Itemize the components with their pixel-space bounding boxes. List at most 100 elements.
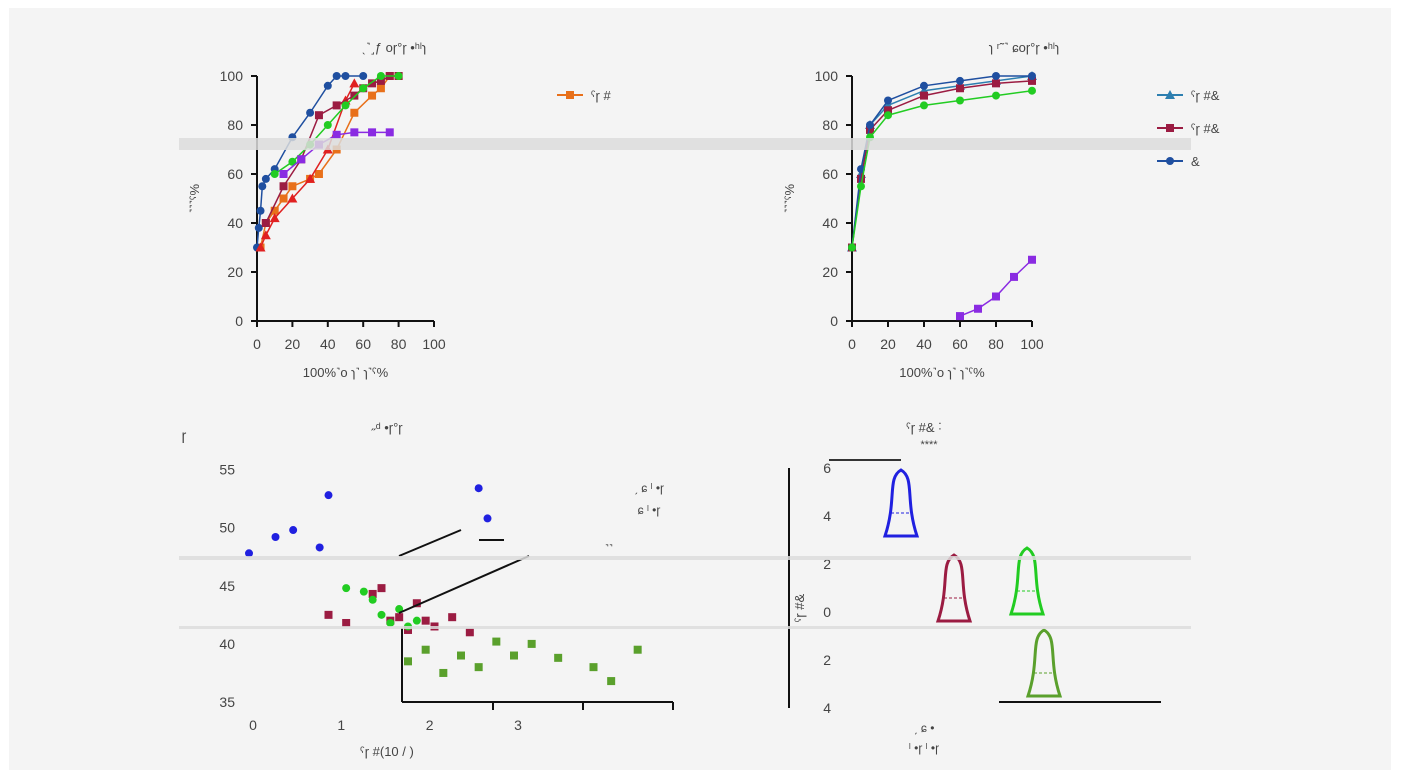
data-point [412,616,421,625]
data-point [270,206,279,215]
panel-letter: ɼ [182,427,187,443]
x-tick-label: 60 [952,336,968,352]
x-tick-label: 1 [337,717,345,733]
data-point [992,79,1000,88]
data-point [866,121,874,129]
panel-title: ˁɼ #& ˸ [906,420,942,435]
data-point [527,639,536,648]
legend-marker [1165,90,1175,99]
data-point [261,174,270,183]
y-tick-label: 0 [830,313,838,329]
data-point [857,165,865,174]
y-axis-label: ˺˺˺ˁ% [187,184,202,214]
data-point [342,584,351,593]
data-point [245,549,253,558]
data-point [342,618,351,627]
group-label: ˡ •ɼ ˡ •ɼ [909,741,939,755]
y-axis-label: ˁɼ #& [792,593,807,622]
figure-canvas: ˎ˺˼ƒ ᴏɼ°ɼ •ʰˡɿ ɿ ʳ˜˺ ɕᴏɼ°ɼ •ʰˡɿ ˶ᵈ •ɼ°ɼ ɼ ˁɼ… [9,8,1391,770]
y-axis-label: ˺˺˺ˁ% [782,184,797,214]
data-point [349,78,360,88]
data-point [279,194,288,203]
x-tick-label: 40 [916,336,932,352]
data-point [395,613,404,622]
panel-title: ˶ᵈ •ɼ°ɼ [370,420,403,435]
y-tick-label: 60 [227,166,243,182]
x-tick-label: 3 [514,717,522,733]
data-point [279,182,288,191]
y-tick-label: 80 [822,117,838,133]
data-point [1028,86,1036,95]
data-point [279,170,288,178]
data-point [956,84,964,93]
series-line [851,89,1033,248]
data-point [332,101,341,110]
figure-svg: ˎ˺˼ƒ ᴏɼ°ɼ •ʰˡɿ ɿ ʳ˜˺ ɕᴏɼ°ɼ •ʰˡɿ ˶ᵈ •ɼ°ɼ ɼ ˁɼ… [182,40,1220,759]
y-tick-label: 4 [823,700,831,716]
data-point [255,242,266,252]
legend-label: ˁɼ #& [1191,121,1220,136]
data-point [377,584,386,593]
data-point [341,101,350,110]
legend-label: ˁɼ # [591,88,611,103]
overlay-band [179,138,1191,150]
x-axis-label: ˁɼ #(10 / ) [360,744,414,759]
data-point [341,72,350,80]
y-tick-label: 100 [220,68,244,84]
data-point [350,128,359,137]
data-point [1028,255,1036,264]
data-point [376,72,385,80]
data-point [271,533,280,542]
data-point [332,72,341,80]
series-line [959,259,1033,317]
y-tick-label: 60 [822,166,838,182]
data-point [510,651,518,660]
data-point [956,312,964,321]
data-point [920,91,928,100]
note-label: ɕ ˡ •ɼ [638,503,661,517]
data-point [359,72,368,80]
data-point [439,668,448,677]
data-point [920,101,928,110]
group-label: ˏ ɕ • [914,721,935,735]
y-tick-label: 45 [219,578,235,594]
data-point [492,637,501,646]
data-point [377,610,386,619]
fit-line [398,529,462,557]
y-tick-label: 2 [823,556,831,572]
data-point [323,121,332,129]
data-point [314,170,323,178]
data-point [992,91,1000,100]
data-point [350,91,359,100]
y-tick-label: 20 [227,264,243,280]
data-point [1028,76,1036,85]
y-tick-label: 40 [227,215,243,231]
data-point [884,96,892,105]
data-point [368,91,377,100]
data-point [956,96,964,105]
data-point [1010,272,1018,281]
x-tick-label: 0 [253,336,261,352]
y-tick-label: 2 [823,652,831,668]
x-tick-label: 20 [285,336,301,352]
data-point [258,182,267,191]
x-tick-label: 40 [320,336,336,352]
y-tick-label: 80 [227,117,243,133]
data-point [974,304,982,313]
y-tick-label: 6 [823,460,831,476]
x-tick-label: 100 [422,336,446,352]
x-tick-label: 80 [988,336,1004,352]
violin-shape [882,468,920,538]
data-point [554,653,563,662]
data-point [866,125,874,134]
data-point [483,514,492,523]
data-point [920,81,928,90]
panel-title: ɿ ʳ˜˺ ɕᴏɼ°ɼ •ʰˡɿ [989,40,1059,55]
fit-line [398,555,530,614]
data-point [314,111,323,120]
x-tick-label: 0 [848,336,856,352]
y-tick-label: 40 [219,636,235,652]
data-point [607,677,616,686]
legend-marker [566,91,574,99]
data-point [421,616,430,625]
